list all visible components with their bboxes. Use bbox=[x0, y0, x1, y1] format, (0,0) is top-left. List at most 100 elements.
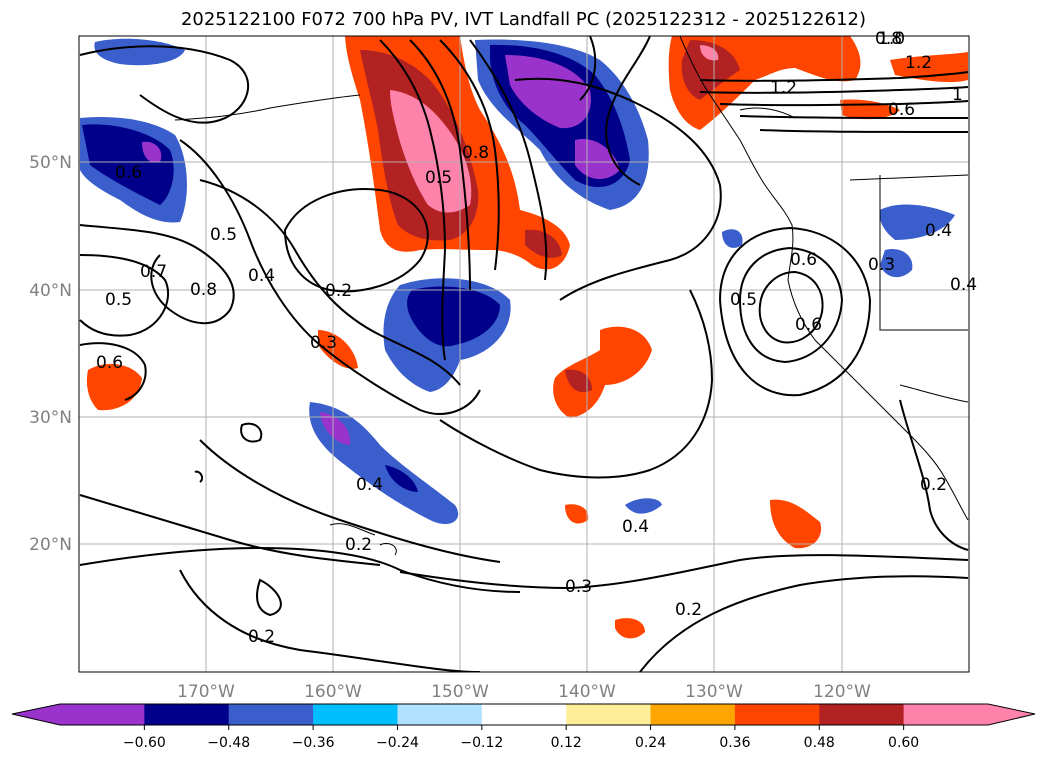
pos-region-c-core bbox=[565, 369, 592, 393]
contour bbox=[639, 575, 969, 672]
contour-label: 0.3 bbox=[868, 255, 895, 275]
contour bbox=[194, 470, 204, 483]
contour-label: 0.2 bbox=[325, 281, 352, 301]
colorbar: −0.60 −0.48 −0.36 −0.24 −0.12 0.12 0.24 0.36 0.4… bbox=[11, 703, 1036, 751]
contour-label: 0.4 bbox=[925, 221, 952, 241]
contour-label: 0.4 bbox=[356, 475, 383, 495]
colorbar-tick-label: −0.36 bbox=[292, 735, 335, 751]
contour bbox=[79, 546, 521, 593]
colorbar-segment bbox=[228, 704, 314, 725]
contour bbox=[719, 100, 969, 107]
contour-label: 0.5 bbox=[105, 290, 132, 310]
contour-label: 0.4 bbox=[248, 266, 275, 286]
contour bbox=[179, 569, 481, 672]
lon-label: 170°W bbox=[177, 682, 235, 702]
contour bbox=[719, 226, 872, 397]
contour-label: 0.6 bbox=[790, 250, 817, 270]
contour bbox=[759, 129, 969, 133]
pv-shading bbox=[80, 36, 968, 639]
contour-label: 0.6 bbox=[96, 353, 123, 373]
contour bbox=[199, 439, 501, 563]
pos-region-main-tail bbox=[525, 229, 562, 258]
border-states bbox=[879, 175, 968, 331]
contour-label: 0.3 bbox=[310, 333, 337, 353]
contour-label: 0.8 bbox=[190, 280, 217, 300]
contour bbox=[283, 188, 429, 293]
contour bbox=[240, 422, 263, 443]
colorbar-segment bbox=[819, 704, 905, 725]
neg-region-nw bbox=[94, 38, 185, 66]
map-title: 2025122100 F072 700 hPa PV, IVT Landfall… bbox=[180, 9, 867, 30]
contour-label: 0.7 bbox=[140, 262, 167, 282]
contour bbox=[379, 39, 447, 361]
lon-label: 120°W bbox=[813, 682, 871, 702]
contour bbox=[469, 39, 548, 281]
colorbar-tick-label: 0.60 bbox=[888, 735, 919, 751]
colorbar-ticks: −0.60 −0.48 −0.36 −0.24 −0.12 0.12 0.24 0.36 0.4… bbox=[123, 725, 919, 751]
colorbar-segment bbox=[481, 704, 567, 725]
colorbar-tick-label: 0.48 bbox=[804, 735, 835, 751]
contour-label: 0.6 bbox=[888, 100, 915, 120]
contour-label: 1.2 bbox=[770, 78, 797, 98]
map-frame bbox=[78, 35, 970, 673]
hawaii-islands bbox=[329, 523, 397, 556]
contour bbox=[79, 45, 249, 124]
neg-region-small2 bbox=[625, 498, 662, 514]
coastline-na bbox=[679, 36, 969, 521]
colorbar-segment bbox=[397, 704, 483, 725]
colorbar-outline bbox=[11, 703, 1036, 726]
contour bbox=[439, 289, 714, 479]
neg-region-core2 bbox=[142, 141, 162, 163]
contour-label: 0.5 bbox=[210, 225, 237, 245]
colorbar-tick-label: −0.12 bbox=[460, 735, 503, 751]
contour bbox=[514, 77, 722, 301]
colorbar-segment bbox=[566, 704, 652, 725]
colorbar-tick-label: −0.60 bbox=[123, 735, 166, 751]
pos-region-s2 bbox=[770, 499, 822, 549]
contour bbox=[738, 246, 844, 364]
lon-labels: 170°W 160°W 150°W 140°W 130°W 120°W bbox=[177, 682, 871, 702]
neg-region-east bbox=[879, 204, 955, 240]
lat-label: 20°N bbox=[29, 535, 72, 555]
colorbar-tick-label: 0.36 bbox=[719, 735, 750, 751]
colorbar-right-extension bbox=[988, 704, 1035, 725]
contour-label: 1.0 bbox=[878, 29, 905, 49]
contour bbox=[79, 254, 170, 337]
colorbar-segments bbox=[60, 704, 989, 725]
contour-label: 0.5 bbox=[425, 168, 452, 188]
contour bbox=[79, 224, 235, 325]
pos-region-c bbox=[553, 326, 652, 418]
contour-label: 0.2 bbox=[248, 627, 275, 647]
contour bbox=[409, 39, 471, 291]
neg-region-sw-purple bbox=[320, 412, 351, 445]
aleutians bbox=[174, 94, 361, 121]
neg-region-small bbox=[722, 229, 743, 248]
contour bbox=[439, 39, 500, 271]
pos-region-s1 bbox=[565, 504, 589, 524]
neg-region-gulf-purple bbox=[505, 55, 591, 129]
colorbar-tick-label: 0.12 bbox=[551, 735, 582, 751]
colorbar-tick-label: −0.24 bbox=[376, 735, 419, 751]
neg-region-east2 bbox=[880, 249, 913, 278]
colorbar-segment bbox=[144, 704, 230, 725]
lon-label: 140°W bbox=[558, 682, 616, 702]
border-us-mexico bbox=[899, 384, 969, 403]
contour-label: 0.4 bbox=[950, 275, 977, 295]
colorbar-segment bbox=[650, 704, 736, 725]
contour-label: 0.2 bbox=[345, 535, 372, 555]
contour-label: 0.6 bbox=[115, 163, 142, 183]
lat-labels: 50°N 40°N 30°N 20°N bbox=[29, 153, 72, 555]
contour bbox=[739, 115, 968, 119]
contour bbox=[399, 554, 969, 590]
colorbar-tick-label: 0.24 bbox=[635, 735, 666, 751]
lat-label: 50°N bbox=[29, 153, 72, 173]
contour bbox=[899, 399, 969, 551]
contour bbox=[256, 578, 282, 617]
contour-label: 0.3 bbox=[565, 577, 592, 597]
coastlines bbox=[174, 36, 969, 556]
contour bbox=[758, 270, 824, 344]
border-us-canada bbox=[849, 174, 969, 181]
neg-region-gulf-purple2 bbox=[575, 139, 620, 180]
colorbar-tick-label: −0.48 bbox=[207, 735, 250, 751]
